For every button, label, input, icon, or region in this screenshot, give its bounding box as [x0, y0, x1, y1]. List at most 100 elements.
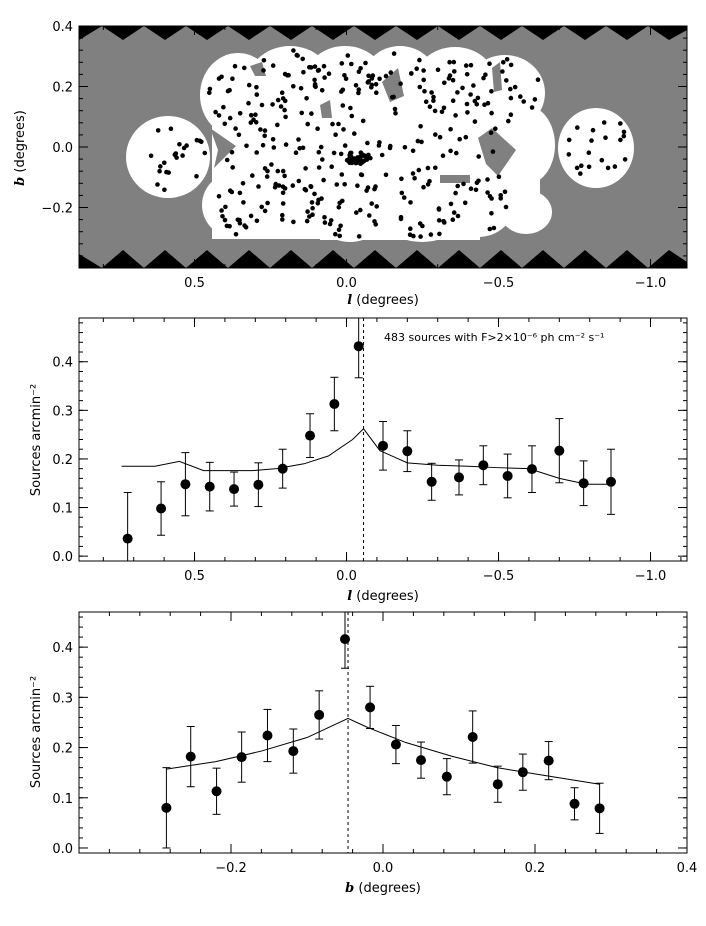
map-source-dot	[303, 187, 309, 193]
map-source-dot	[312, 77, 317, 83]
map-source-dot	[358, 172, 364, 177]
map-source-dot	[309, 111, 314, 116]
map-source-dot	[399, 190, 405, 196]
map-source-dot	[353, 83, 359, 88]
map-source-dot	[452, 69, 457, 74]
map-source-dot	[436, 206, 442, 211]
map-source-dot	[367, 213, 372, 218]
l-profile-panel: 0.5 0.0 −0.5 −1.0 0.0 0.1 0.2 0.3 0.4 483 source…	[29, 317, 688, 604]
map-source-dot	[442, 80, 447, 86]
map-source-dot	[354, 210, 359, 215]
b-profile-ytick-label: 0.1	[52, 792, 73, 807]
map-source-dot	[451, 210, 457, 215]
map-source-dot	[338, 223, 343, 229]
map-source-dot	[342, 182, 348, 187]
map-source-dot	[586, 150, 592, 155]
map-source-dot	[293, 150, 299, 155]
map-source-dot	[322, 220, 328, 225]
map-source-dot	[275, 122, 280, 128]
map-source-dot	[148, 153, 154, 159]
map-source-dot	[366, 79, 372, 84]
map-source-dot	[275, 97, 281, 103]
map-source-dot	[435, 67, 441, 73]
map-source-dot	[485, 100, 491, 106]
l-profile-data-point	[277, 463, 288, 474]
map-source-dot	[418, 234, 423, 239]
map-source-dot	[462, 200, 468, 206]
map-source-dot	[376, 143, 382, 148]
map-source-dot	[355, 183, 360, 188]
map-source-dot	[388, 70, 394, 75]
map-axes: 0.5 0.0 −0.5 −1.0 0.4 0.2 0.0 −0.2	[41, 20, 687, 291]
map-source-dot	[356, 87, 362, 92]
l-profile-data-point	[426, 476, 437, 487]
map-source-dot	[418, 124, 423, 129]
map-source-dot	[237, 111, 243, 116]
map-source-dot	[338, 151, 344, 157]
map-source-dot	[262, 133, 268, 139]
l-profile-ytick-label: 0.0	[52, 550, 73, 565]
map-source-dot	[618, 121, 623, 126]
map-source-dot	[290, 183, 296, 188]
map-source-dot	[473, 187, 479, 193]
map-source-dot	[566, 152, 572, 157]
map-source-dot	[316, 165, 322, 170]
map-source-dot	[340, 87, 346, 93]
map-source-dot	[502, 189, 508, 195]
map-source-dot	[566, 137, 572, 143]
map-source-dot	[500, 69, 505, 74]
map-source-dot	[221, 104, 226, 110]
map-source-dot	[508, 86, 513, 92]
b-profile-xlabel-var: b	[345, 881, 354, 896]
map-source-dot	[271, 145, 277, 150]
b-profile-plot	[161, 612, 605, 853]
map-source-dot	[308, 65, 314, 70]
map-source-dot	[300, 56, 306, 62]
map-source-dot	[320, 157, 325, 162]
map-source-dot	[342, 73, 347, 78]
b-profile-xlabel-unit: (degrees)	[358, 881, 420, 896]
map-source-dot	[233, 232, 239, 237]
l-profile-data-point	[305, 430, 316, 441]
l-profile-data-point	[229, 484, 240, 495]
map-source-dot	[446, 76, 452, 81]
map-source-dot	[237, 220, 243, 226]
map-source-dot	[485, 177, 490, 182]
map-xlabel-unit: (degrees)	[356, 293, 418, 308]
map-source-dot	[301, 69, 306, 75]
map-source-dot	[304, 218, 310, 224]
map-source-dot	[299, 110, 305, 116]
map-source-dot	[303, 166, 308, 171]
map-source-dot	[429, 90, 434, 95]
map-source-dot	[313, 84, 318, 90]
map-ytick-label: −0.2	[41, 202, 73, 217]
map-xtick-label: 0.0	[336, 276, 357, 291]
map-source-dot	[356, 234, 362, 239]
map-source-dot	[457, 136, 463, 142]
l-profile-xlabel-unit: (degrees)	[356, 589, 418, 604]
map-source-dot	[433, 132, 438, 137]
map-source-dot	[417, 221, 423, 226]
map-source-dot	[468, 92, 473, 97]
map-source-dot	[442, 220, 447, 225]
map-ytick-label: 0.4	[52, 20, 73, 35]
map-source-dot	[291, 219, 296, 225]
l-profile-data-point	[204, 481, 215, 492]
map-source-dot	[229, 149, 235, 155]
map-source-dot	[304, 96, 309, 101]
map-source-dot	[358, 66, 363, 71]
map-source-dot	[318, 144, 324, 150]
map-source-dot	[437, 231, 442, 237]
map-source-dot	[291, 48, 296, 53]
map-source-dot	[450, 217, 456, 222]
map-source-dot	[489, 89, 494, 94]
map-source-dot	[377, 76, 382, 82]
map-source-dot	[532, 97, 538, 102]
map-source-dot	[270, 102, 275, 107]
map-source-dot	[282, 186, 288, 191]
map-source-dot	[448, 201, 454, 207]
map-source-dot	[224, 223, 230, 229]
map-source-dot	[166, 170, 171, 175]
map-source-dot	[162, 160, 167, 166]
b-profile-data-point	[185, 751, 196, 762]
